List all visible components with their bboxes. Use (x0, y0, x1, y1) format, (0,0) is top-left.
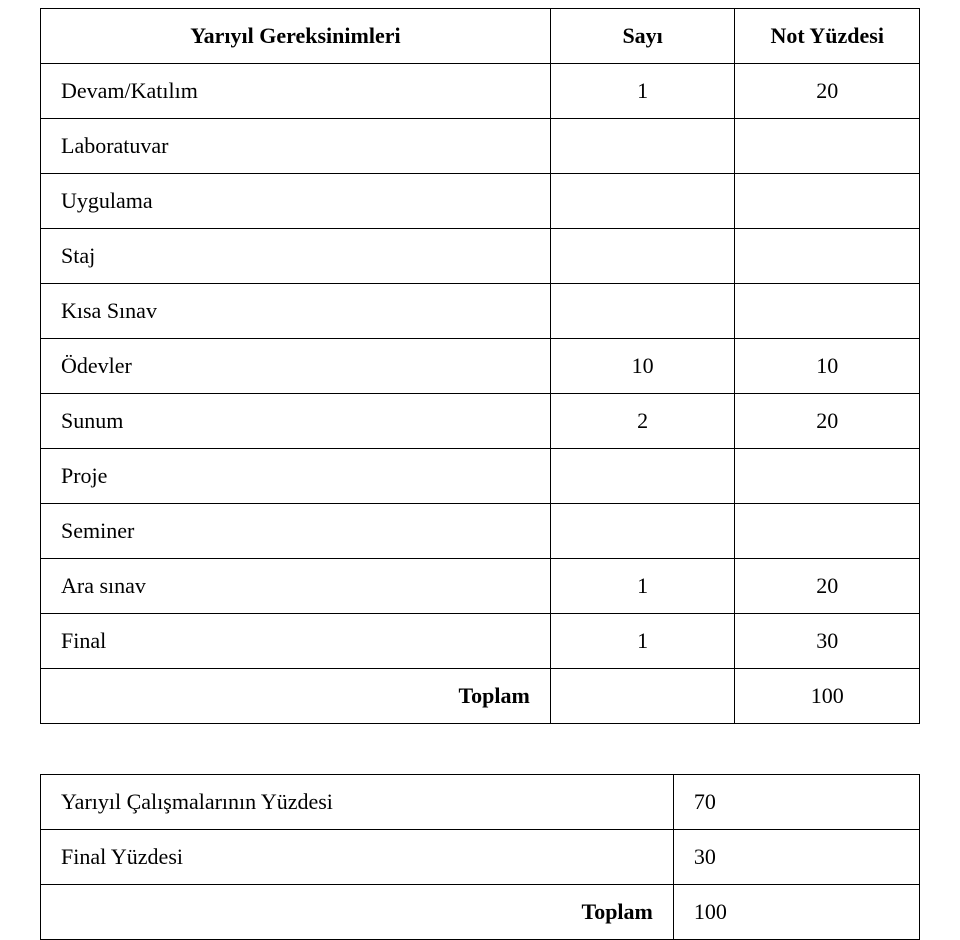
row-label: Ara sınav (41, 559, 551, 614)
row-percent: 20 (735, 64, 920, 119)
row-percent: 20 (735, 559, 920, 614)
row-label: Uygulama (41, 174, 551, 229)
total-label: Toplam (41, 669, 551, 724)
table-row: Final 1 30 (41, 614, 920, 669)
table-row: Devam/Katılım 1 20 (41, 64, 920, 119)
row-percent (735, 119, 920, 174)
table-row: Proje (41, 449, 920, 504)
table-row: Sunum 2 20 (41, 394, 920, 449)
row-percent (735, 504, 920, 559)
table-row: Final Yüzdesi 30 (41, 830, 920, 885)
percentage-table: Yarıyıl Çalışmalarının Yüzdesi 70 Final … (40, 774, 920, 940)
row-value: 70 (673, 775, 919, 830)
table-row: Ara sınav 1 20 (41, 559, 920, 614)
row-percent: 10 (735, 339, 920, 394)
row-count: 1 (550, 614, 735, 669)
row-percent (735, 284, 920, 339)
row-count: 1 (550, 64, 735, 119)
row-label: Final (41, 614, 551, 669)
row-label: Staj (41, 229, 551, 284)
total-row: Toplam 100 (41, 885, 920, 940)
row-percent (735, 229, 920, 284)
row-value: 30 (673, 830, 919, 885)
header-count: Sayı (550, 9, 735, 64)
row-count (550, 174, 735, 229)
table-row: Staj (41, 229, 920, 284)
total-value: 100 (673, 885, 919, 940)
requirements-table: Yarıyıl Gereksinimleri Sayı Not Yüzdesi … (40, 8, 920, 724)
row-label: Devam/Katılım (41, 64, 551, 119)
row-label: Sunum (41, 394, 551, 449)
header-label: Yarıyıl Gereksinimleri (41, 9, 551, 64)
row-count (550, 119, 735, 174)
row-percent (735, 174, 920, 229)
row-label: Laboratuvar (41, 119, 551, 174)
total-value: 100 (735, 669, 920, 724)
table-row: Kısa Sınav (41, 284, 920, 339)
row-label: Seminer (41, 504, 551, 559)
row-label: Proje (41, 449, 551, 504)
table-row: Ödevler 10 10 (41, 339, 920, 394)
table-row: Yarıyıl Çalışmalarının Yüzdesi 70 (41, 775, 920, 830)
row-count (550, 449, 735, 504)
row-count (550, 229, 735, 284)
row-count: 10 (550, 339, 735, 394)
row-count (550, 504, 735, 559)
row-count: 1 (550, 559, 735, 614)
row-label: Ödevler (41, 339, 551, 394)
header-percent: Not Yüzdesi (735, 9, 920, 64)
table-row: Laboratuvar (41, 119, 920, 174)
total-count-empty (550, 669, 735, 724)
total-row: Toplam 100 (41, 669, 920, 724)
table-row: Uygulama (41, 174, 920, 229)
row-percent (735, 449, 920, 504)
row-count: 2 (550, 394, 735, 449)
table-header-row: Yarıyıl Gereksinimleri Sayı Not Yüzdesi (41, 9, 920, 64)
row-count (550, 284, 735, 339)
total-label: Toplam (41, 885, 674, 940)
row-percent: 30 (735, 614, 920, 669)
row-percent: 20 (735, 394, 920, 449)
row-label: Kısa Sınav (41, 284, 551, 339)
row-label: Yarıyıl Çalışmalarının Yüzdesi (41, 775, 674, 830)
table-row: Seminer (41, 504, 920, 559)
row-label: Final Yüzdesi (41, 830, 674, 885)
